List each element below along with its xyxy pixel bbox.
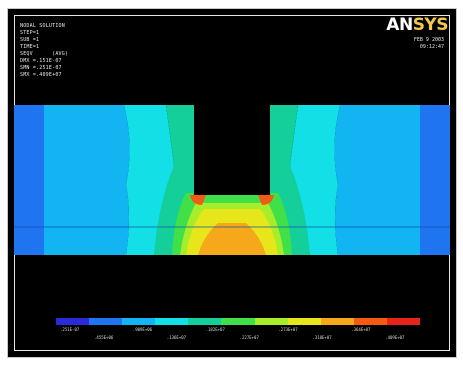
stress-contour-plot [14, 105, 450, 255]
contour-right-blue [334, 105, 420, 255]
trench-cutout [194, 105, 270, 195]
info-line: SMN =.251E-07 [20, 65, 62, 71]
legend-band [320, 318, 354, 325]
graphics-viewport[interactable]: NODAL SOLUTION STEP=1 SUB =1 TIME=1 SEQV (AV… [7, 8, 457, 358]
info-line: TIME=1 [20, 44, 40, 50]
ansys-logo: ANSYS [386, 15, 448, 35]
legend-label: .455E+06 [94, 335, 114, 340]
info-line: SMX =.409E+07 [20, 72, 62, 78]
contour-corner-left [190, 195, 206, 205]
legend-band [221, 318, 255, 325]
legend-band [188, 318, 222, 325]
legend-label: .409E+07 [385, 335, 405, 340]
legend-band [122, 318, 156, 325]
legend-label: .318E+07 [312, 335, 332, 340]
contour-corner-right [258, 195, 274, 205]
logo-suffix: SYS [412, 15, 449, 35]
info-line: STEP=1 [20, 30, 40, 36]
logo-prefix: AN [386, 15, 413, 35]
legend-label: .364E+07 [351, 327, 371, 332]
time-label: 09:12:47 [419, 44, 444, 50]
legend-band [155, 318, 189, 325]
color-legend-bar [56, 318, 421, 325]
contour-left-blue [44, 105, 130, 255]
legend-band [89, 318, 123, 325]
legend-band [254, 318, 288, 325]
contour-center-orange [198, 223, 266, 255]
info-line: SEQV (AVG) [20, 51, 69, 57]
info-line: SUB =1 [20, 37, 40, 43]
contour-outer-right [420, 105, 450, 255]
legend-label: .227E+07 [239, 335, 259, 340]
legend-label: .182E+07 [205, 327, 225, 332]
legend-band [353, 318, 387, 325]
legend-band [386, 318, 421, 325]
legend-label: .251E-07 [60, 327, 80, 332]
date-label: FEB 9 2003 [413, 37, 444, 43]
info-line: DMX =.151E-07 [20, 58, 62, 64]
legend-label: .136E+07 [166, 335, 187, 340]
legend-band [56, 318, 90, 325]
legend-label: .273E+07 [278, 327, 298, 332]
info-line: NODAL SOLUTION [20, 23, 65, 29]
legend-label: .909E+06 [132, 327, 153, 332]
contour-outer-left [14, 105, 44, 255]
legend-band [287, 318, 321, 325]
